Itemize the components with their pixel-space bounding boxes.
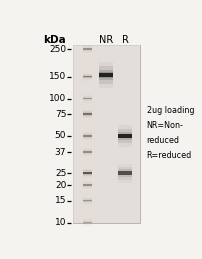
Bar <box>83 98 91 99</box>
Bar <box>83 221 91 224</box>
Text: 25: 25 <box>55 169 66 178</box>
Bar <box>83 45 91 53</box>
Text: reduced: reduced <box>146 136 179 145</box>
Bar <box>83 113 91 115</box>
Bar <box>83 111 91 117</box>
Bar <box>83 222 91 223</box>
Text: 250: 250 <box>49 45 66 54</box>
Bar <box>83 182 91 188</box>
Bar <box>118 167 132 179</box>
Bar <box>83 181 91 189</box>
Text: R: R <box>121 35 128 45</box>
Bar <box>83 172 91 174</box>
Bar <box>83 97 91 100</box>
Bar <box>83 47 91 51</box>
Bar <box>83 96 91 101</box>
Bar <box>83 220 91 225</box>
Bar <box>83 76 91 77</box>
Bar <box>83 172 91 174</box>
Bar <box>83 74 91 80</box>
Bar <box>83 94 91 103</box>
Text: 37: 37 <box>55 148 66 157</box>
Bar <box>118 132 132 140</box>
Bar <box>99 62 113 88</box>
Bar <box>118 134 132 138</box>
Bar <box>99 70 113 80</box>
Bar <box>83 170 91 176</box>
Bar <box>83 75 91 78</box>
Bar <box>118 171 132 175</box>
Bar <box>72 45 140 222</box>
Bar <box>83 199 91 202</box>
Bar <box>83 197 91 205</box>
Text: kDa: kDa <box>43 35 66 45</box>
Text: NR=Non-: NR=Non- <box>146 121 182 130</box>
Bar <box>83 134 91 138</box>
Text: 15: 15 <box>55 196 66 205</box>
Text: 2ug loading: 2ug loading <box>146 106 193 115</box>
Bar <box>83 76 91 77</box>
Text: R=reduced: R=reduced <box>146 151 191 160</box>
Bar <box>83 46 91 52</box>
Bar <box>118 129 132 143</box>
Bar <box>83 200 91 202</box>
Text: 50: 50 <box>55 131 66 140</box>
Bar <box>83 132 91 140</box>
Bar <box>118 164 132 183</box>
Bar <box>83 184 91 187</box>
Bar <box>83 135 91 137</box>
Bar <box>83 184 91 186</box>
Text: NR: NR <box>99 35 113 45</box>
Text: 100: 100 <box>49 94 66 103</box>
Text: 20: 20 <box>55 181 66 190</box>
Bar <box>118 134 132 138</box>
Bar <box>83 135 91 137</box>
Bar <box>83 151 91 153</box>
Bar <box>83 171 91 175</box>
Bar <box>83 149 91 155</box>
Bar <box>118 169 132 177</box>
Bar <box>83 200 91 202</box>
Bar <box>83 98 91 99</box>
Bar <box>83 48 91 50</box>
Bar <box>83 218 91 227</box>
Bar <box>72 45 140 222</box>
Bar <box>83 110 91 118</box>
Bar <box>118 125 132 147</box>
Bar <box>83 151 91 153</box>
Bar <box>118 171 132 175</box>
Bar <box>83 169 91 177</box>
Bar <box>83 148 91 156</box>
Bar <box>83 73 91 81</box>
Bar <box>83 184 91 186</box>
Text: 150: 150 <box>49 72 66 81</box>
Bar <box>99 66 113 84</box>
Bar <box>83 198 91 204</box>
Bar <box>83 113 91 115</box>
Text: 10: 10 <box>55 218 66 227</box>
Bar <box>83 48 91 50</box>
Bar <box>83 150 91 154</box>
Bar <box>83 222 91 223</box>
Bar <box>83 133 91 139</box>
Bar <box>99 72 113 77</box>
Text: 75: 75 <box>55 110 66 119</box>
Bar <box>99 73 113 77</box>
Bar <box>83 112 91 116</box>
